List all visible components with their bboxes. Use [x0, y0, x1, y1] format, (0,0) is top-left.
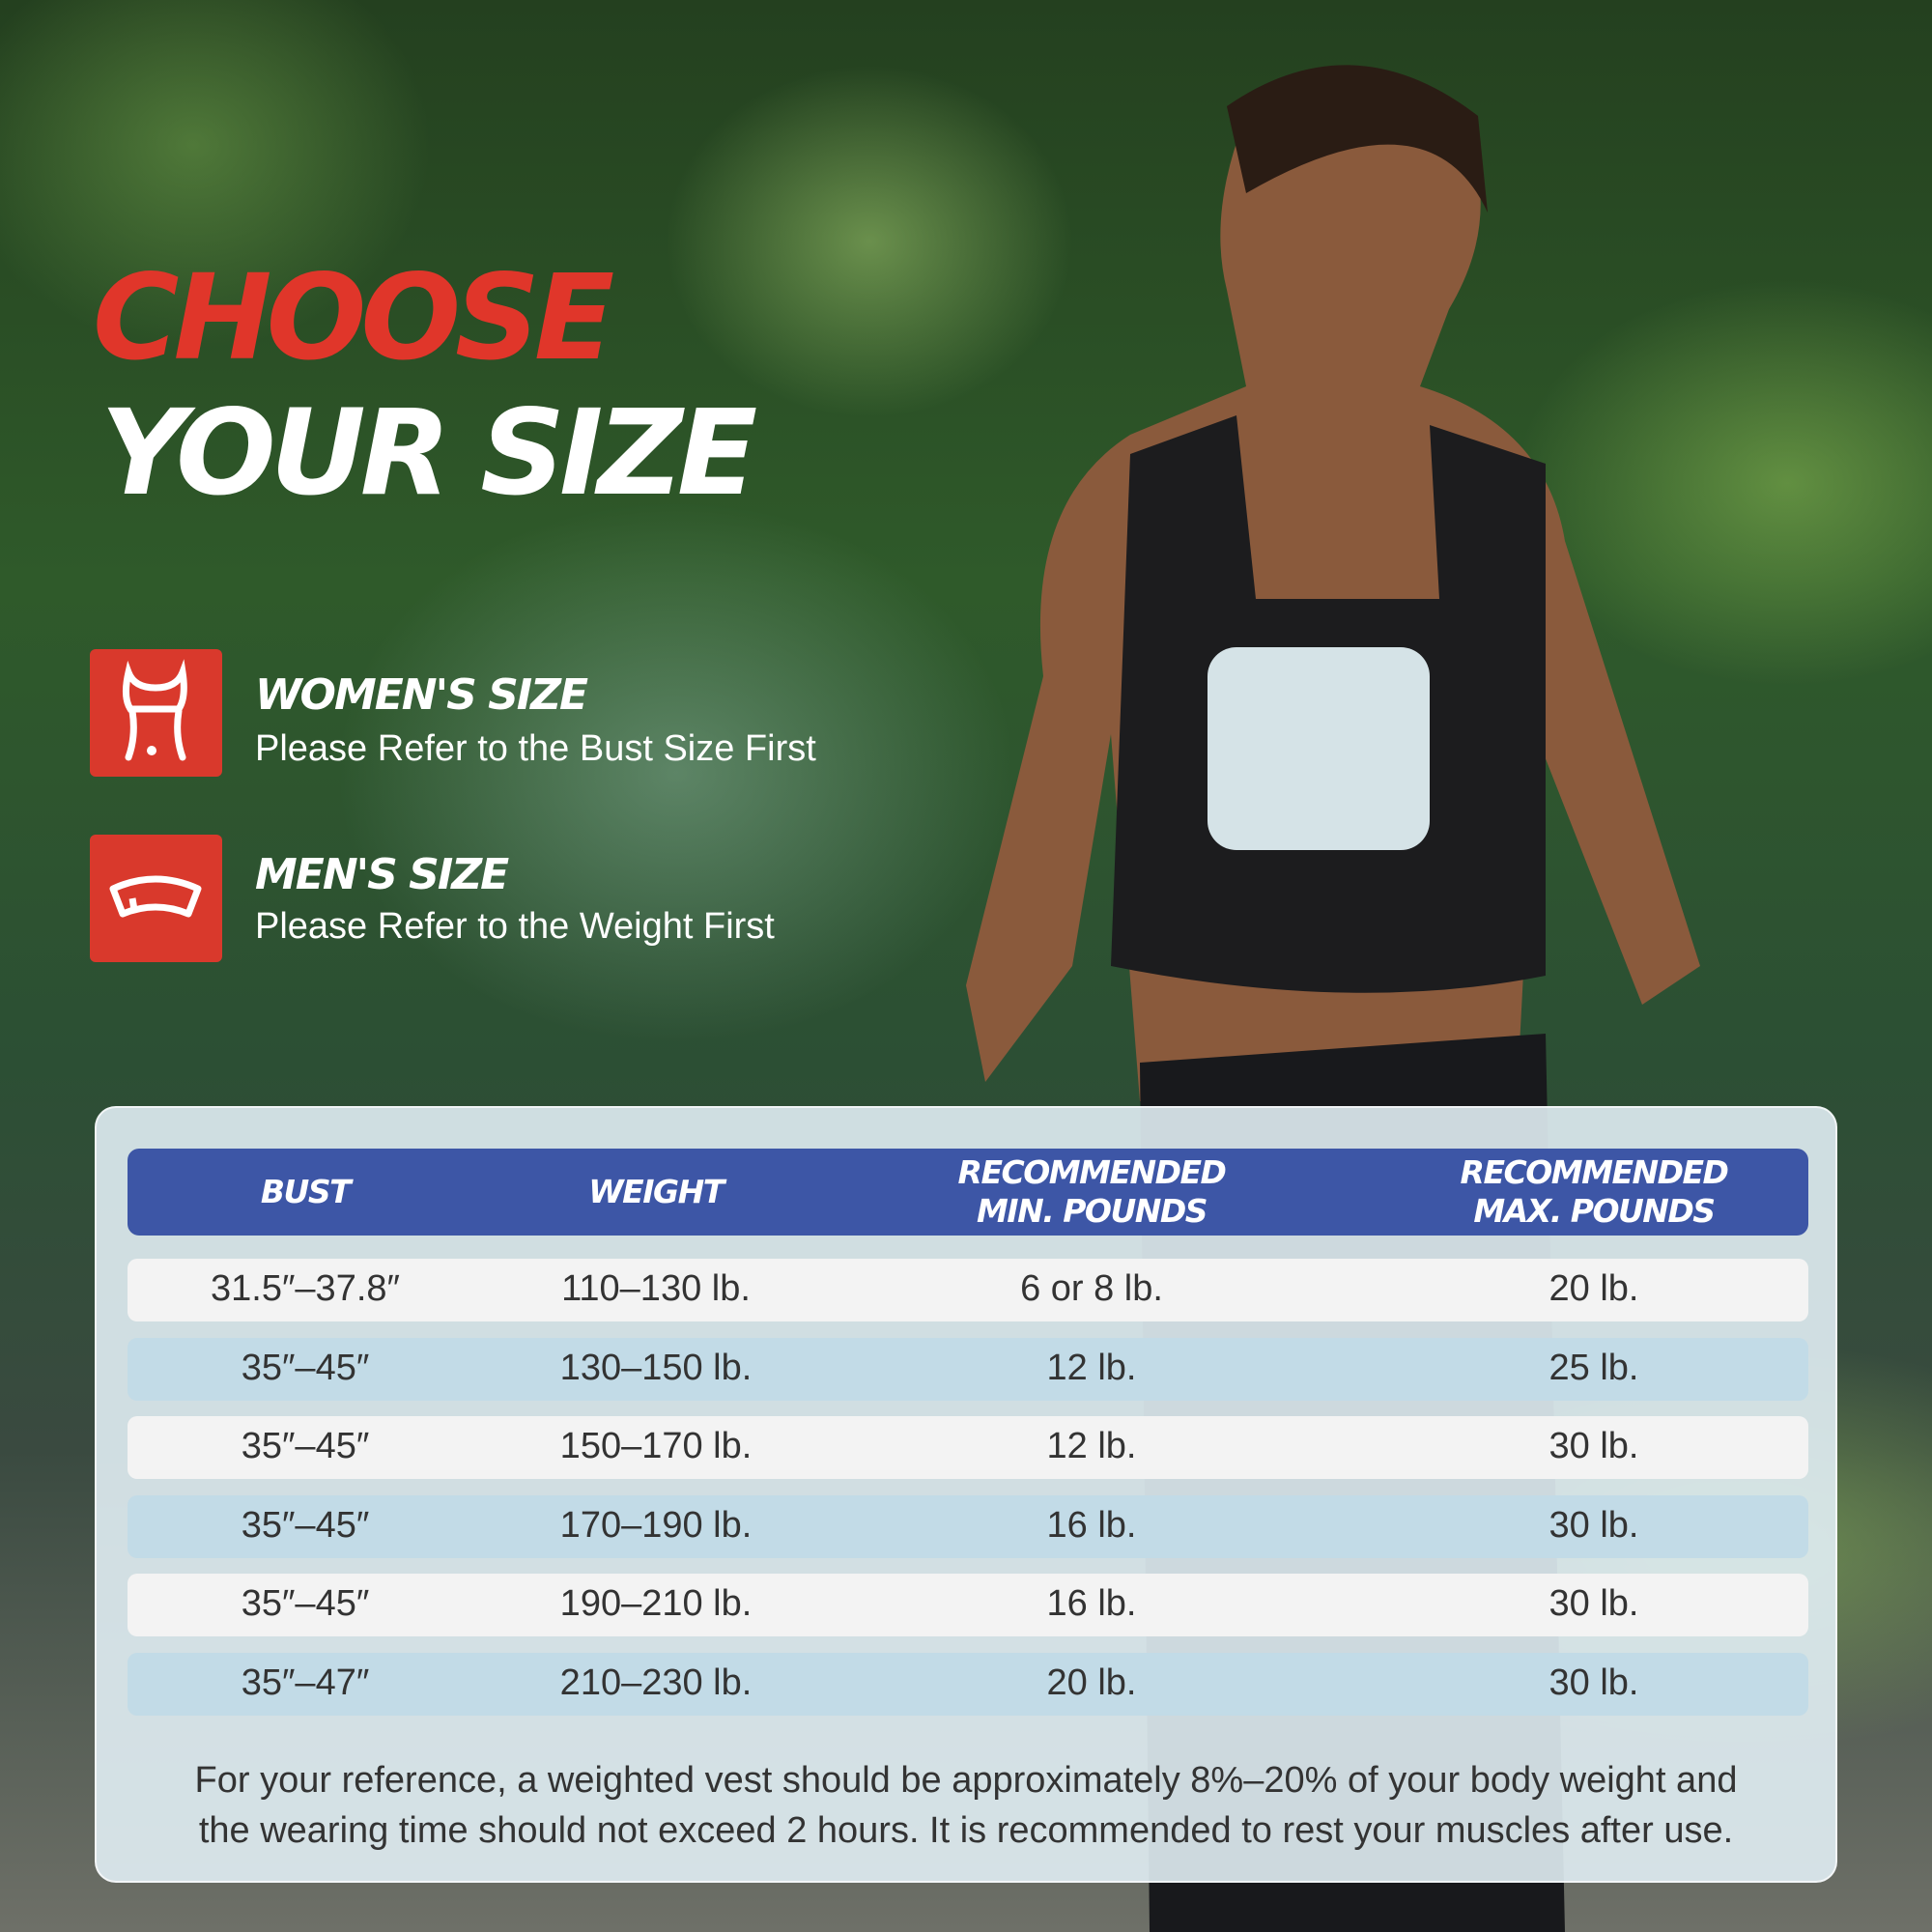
table-cell: 190–210 lb. [559, 1583, 753, 1625]
table-row: 35″–45″ 170–190 lb. 16 lb. 30 lb. [128, 1494, 1808, 1558]
table-cell: 31.5″–37.8″ [211, 1268, 400, 1309]
bust-icon [90, 649, 222, 777]
table-cell: 35″–45″ [241, 1504, 370, 1546]
table-cell: 35″–45″ [241, 1583, 370, 1625]
table-cell: 30 lb. [1548, 1504, 1639, 1546]
table-cell: 35″–45″ [241, 1426, 370, 1467]
table-cell: 210–230 lb. [559, 1662, 753, 1703]
header-max-line1: RECOMMENDED [1460, 1153, 1729, 1191]
table-cell: 110–130 lb. [561, 1268, 751, 1309]
footnote: For your reference, a weighted vest shou… [97, 1755, 1835, 1856]
header-min-pounds: RECOMMENDED MIN. POUNDS [957, 1153, 1227, 1231]
table-cell: 35″–45″ [241, 1347, 370, 1388]
table-cell: 12 lb. [1046, 1347, 1137, 1388]
table-header: BUST WEIGHT RECOMMENDED MIN. POUNDS RECOM… [128, 1149, 1808, 1236]
header-bust: BUST [260, 1173, 352, 1210]
table-cell: 35″–47″ [241, 1662, 370, 1703]
table-cell: 6 or 8 lb. [1020, 1268, 1163, 1309]
womens-size-subtitle: Please Refer to the Bust Size First [255, 728, 816, 769]
footnote-line2: the wearing time should not exceed 2 hou… [198, 1810, 1734, 1851]
table-cell: 25 lb. [1548, 1347, 1639, 1388]
header-min-line2: MIN. POUNDS [976, 1192, 1208, 1230]
size-chart-panel: BUST WEIGHT RECOMMENDED MIN. POUNDS RECOM… [95, 1106, 1837, 1883]
table-row: 35″–45″ 190–210 lb. 16 lb. 30 lb. [128, 1574, 1808, 1637]
table-row: 31.5″–37.8″ 110–130 lb. 6 or 8 lb. 20 lb. [128, 1259, 1808, 1321]
womens-size-title: WOMEN'S SIZE [255, 670, 588, 720]
footnote-line1: For your reference, a weighted vest shou… [194, 1760, 1738, 1801]
table-row: 35″–45″ 150–170 lb. 12 lb. 30 lb. [128, 1416, 1808, 1480]
headline-line1: CHOOSE [93, 249, 614, 386]
table-row: 35″–47″ 210–230 lb. 20 lb. 30 lb. [128, 1653, 1808, 1716]
headline-line2: YOUR SIZE [100, 384, 757, 522]
table-cell: 30 lb. [1548, 1662, 1639, 1703]
table-cell: 30 lb. [1548, 1583, 1639, 1625]
table-row: 35″–45″ 130–150 lb. 12 lb. 25 lb. [128, 1337, 1808, 1401]
table-cell: 150–170 lb. [559, 1426, 753, 1467]
table-cell: 16 lb. [1046, 1504, 1137, 1546]
header-weight: WEIGHT [588, 1173, 724, 1210]
header-max-line2: MAX. POUNDS [1473, 1192, 1716, 1230]
mens-size-title: MEN'S SIZE [255, 850, 509, 899]
header-min-line1: RECOMMENDED [957, 1153, 1227, 1191]
table-cell: 20 lb. [1046, 1662, 1137, 1703]
mens-size-subtitle: Please Refer to the Weight First [255, 906, 775, 947]
table-cell: 170–190 lb. [559, 1504, 753, 1546]
table-cell: 16 lb. [1046, 1583, 1137, 1625]
table-cell: 130–150 lb. [559, 1347, 753, 1388]
waist-icon [90, 835, 222, 962]
header-max-pounds: RECOMMENDED MAX. POUNDS [1460, 1153, 1729, 1231]
table-cell: 12 lb. [1046, 1426, 1137, 1467]
table-cell: 20 lb. [1548, 1268, 1639, 1309]
table-cell: 30 lb. [1548, 1426, 1639, 1467]
